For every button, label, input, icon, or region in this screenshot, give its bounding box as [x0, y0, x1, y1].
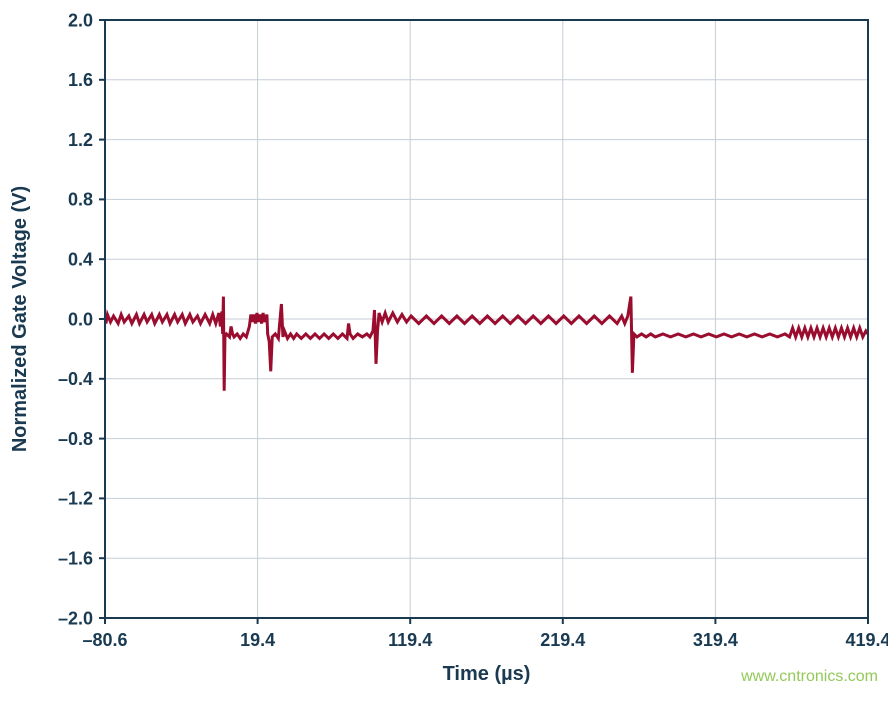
voltage-time-chart: –80.6 19.4 119.4 219.4 319.4 419.4 –2.0 –1.6 –1.… — [0, 0, 888, 708]
svg-text:–2.0: –2.0 — [58, 608, 93, 628]
svg-text:319.4: 319.4 — [693, 630, 738, 650]
svg-text:1.2: 1.2 — [68, 130, 93, 150]
svg-text:1.6: 1.6 — [68, 70, 93, 90]
svg-text:–1.6: –1.6 — [58, 549, 93, 569]
svg-text:Time (µs): Time (µs) — [443, 663, 531, 685]
svg-text:19.4: 19.4 — [240, 630, 275, 650]
svg-text:Normalized Gate Voltage (V): Normalized Gate Voltage (V) — [9, 186, 31, 452]
svg-text:–0.8: –0.8 — [58, 429, 93, 449]
svg-text:0.8: 0.8 — [68, 190, 93, 210]
svg-text:–80.6: –80.6 — [82, 630, 127, 650]
svg-text:0.0: 0.0 — [68, 309, 93, 329]
svg-text:0.4: 0.4 — [68, 250, 93, 270]
svg-text:–0.4: –0.4 — [58, 369, 93, 389]
svg-text:119.4: 119.4 — [388, 630, 432, 650]
svg-text:2.0: 2.0 — [68, 10, 93, 30]
svg-text:219.4: 219.4 — [540, 630, 585, 650]
svg-text:–1.2: –1.2 — [58, 489, 93, 509]
svg-text:419.4: 419.4 — [845, 630, 888, 650]
